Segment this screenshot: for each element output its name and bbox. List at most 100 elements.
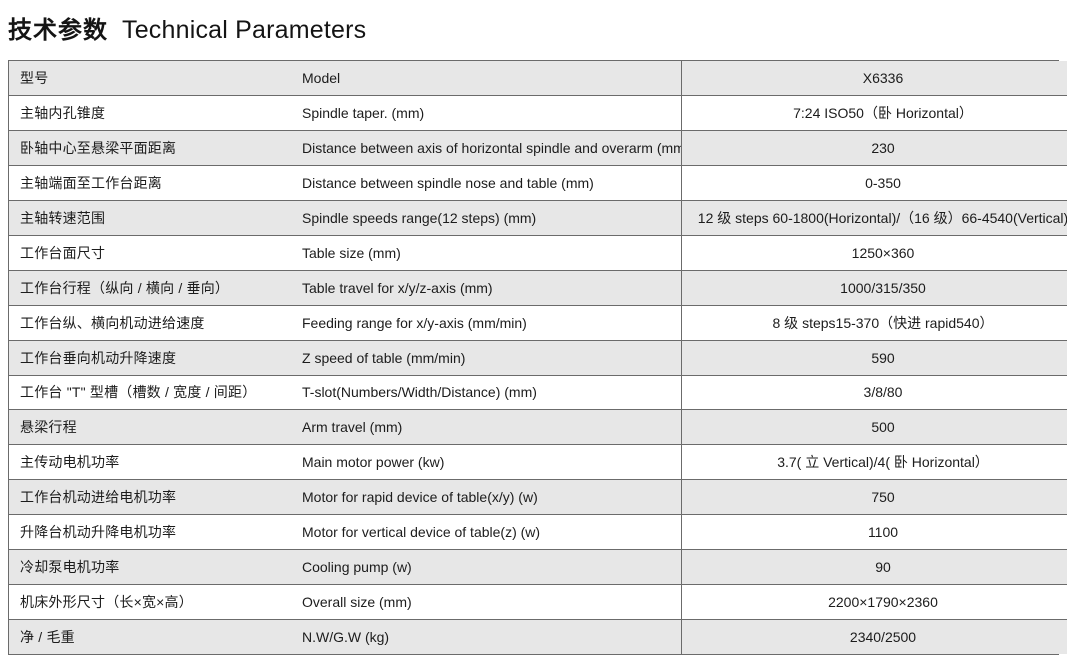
page-title: 技术参数 Technical Parameters [8,10,366,45]
parameter-value: 750 [681,479,1067,516]
parameter-name-cn-text: 升降台机动升降电机功率 [20,523,177,540]
parameter-name-cn-text: 工作台纵、横向机动进给速度 [20,314,205,331]
parameter-name-cn-text: 工作台行程（纵向 / 横向 / 垂向） [20,279,230,296]
parameter-name-en-text: Spindle speeds range(12 steps) (mm) [302,209,537,226]
parameter-value-text: 1000/315/350 [840,279,926,296]
parameter-name-en: Z speed of table (mm/min) [288,339,682,376]
parameter-name-cn-text: 主轴内孔锥度 [20,105,106,122]
parameter-name-en-text: Motor for vertical device of table(z) (w… [302,523,541,540]
parameter-value-text: 12 级 steps 60-1800(Horizontal)/（16 级）66-… [697,209,1067,226]
parameter-value: 500 [681,409,1067,446]
parameter-name-cn: 机床外形尺寸（长×宽×高） [9,583,288,620]
parameter-name-cn: 卧轴中心至悬梁平面距离 [9,130,288,167]
parameter-name-en: Spindle speeds range(12 steps) (mm) [288,200,682,236]
parameter-name-en-text: Distance between axis of horizontal spin… [302,140,681,157]
table-row: 卧轴中心至悬梁平面距离 Distance between axis of hori… [9,130,1067,167]
parameter-name-en: Distance between axis of horizontal spin… [288,130,682,167]
parameter-value-text: X6336 [862,70,904,87]
parameter-value-text: 2200×1790×2360 [828,593,938,610]
table-row: 工作台行程（纵向 / 横向 / 垂向） Table travel for x/y/… [9,269,1067,306]
table-row: 主轴转速范围 Spindle speeds range(12 steps) (mm… [9,200,1067,236]
parameter-name-en: Main motor power (kw) [288,444,682,481]
specifications-table: 型号 Model X6336 主轴内孔锥度 Spindle taper. (mm) 7:2… [9,61,1067,655]
parameter-value-text: 1250×360 [851,244,915,261]
parameter-name-en-text: Main motor power (kw) [302,454,445,471]
parameter-name-cn: 主传动电机功率 [9,444,288,481]
parameter-name-en-text: T-slot(Numbers/Width/Distance) (mm) [302,384,537,401]
parameter-name-cn-text: 悬梁行程 [20,419,77,436]
parameter-name-en-text: Feeding range for x/y-axis (mm/min) [302,314,527,331]
parameter-name-cn: 悬梁行程 [9,409,288,446]
parameter-name-cn: 主轴端面至工作台距离 [9,165,288,202]
parameter-name-en: Spindle taper. (mm) [288,95,682,132]
parameter-value: 90 [681,548,1067,585]
parameter-value: 1250×360 [681,234,1067,271]
parameter-value: 0-350 [681,165,1067,202]
parameter-value-text: 2340/2500 [849,628,917,645]
parameter-value-text: 750 [871,489,895,506]
table-row: 工作台 "T" 型槽（槽数 / 宽度 / 间距） T-slot(Numbers/W… [9,374,1067,411]
page-title-chinese: 技术参数 [8,17,108,44]
parameter-name-en: Motor for rapid device of table(x/y) (w) [288,479,682,516]
parameter-name-cn: 工作台垂向机动升降速度 [9,339,288,376]
parameter-name-en-text: Table travel for x/y/z-axis (mm) [302,279,493,296]
table-row: 主轴端面至工作台距离 Distance between spindle nose … [9,165,1067,202]
parameter-name-cn: 型号 [9,61,288,97]
parameter-name-cn-text: 工作台面尺寸 [20,244,106,261]
parameter-value-text: 500 [871,419,895,436]
parameter-name-en-text: Arm travel (mm) [302,419,403,436]
parameter-value-text: 3.7( 立 Vertical)/4( 卧 Horizontal） [777,454,989,471]
parameter-name-en: Model [288,61,682,97]
parameter-value: 8 级 steps15-370（快进 rapid540） [681,304,1067,341]
parameter-value: 3.7( 立 Vertical)/4( 卧 Horizontal） [681,444,1067,481]
parameter-name-cn-text: 工作台机动进给电机功率 [20,489,177,506]
page-title-english: Technical Parameters [122,16,367,44]
parameter-name-cn: 净 / 毛重 [9,618,288,655]
parameter-name-cn-text: 型号 [20,70,49,87]
parameter-value-text: 3/8/80 [863,384,903,401]
parameter-value: 2340/2500 [681,618,1067,655]
parameter-name-cn: 升降台机动升降电机功率 [9,514,288,550]
parameter-value: 1000/315/350 [681,269,1067,306]
parameter-name-cn: 工作台行程（纵向 / 横向 / 垂向） [9,269,288,306]
parameter-name-en-text: N.W/G.W (kg) [302,628,390,645]
parameter-value: 7:24 ISO50（卧 Horizontal） [681,95,1067,132]
table-row: 冷却泵电机功率 Cooling pump (w) 90 [9,548,1067,585]
parameter-name-cn: 工作台机动进给电机功率 [9,479,288,516]
parameter-name-en-text: Overall size (mm) [302,593,412,610]
parameter-name-cn-text: 冷却泵电机功率 [20,558,120,575]
table-row: 净 / 毛重 N.W/G.W (kg) 2340/2500 [9,618,1067,655]
parameter-name-en-text: Distance between spindle nose and table … [302,175,594,192]
table-row: 主传动电机功率 Main motor power (kw) 3.7( 立 Verti… [9,444,1067,481]
parameter-value-text: 7:24 ISO50（卧 Horizontal） [793,105,973,122]
parameter-name-cn-text: 工作台 "T" 型槽（槽数 / 宽度 / 间距） [20,384,257,401]
parameter-name-cn-text: 净 / 毛重 [20,628,75,645]
parameter-name-en: Feeding range for x/y-axis (mm/min) [288,304,682,341]
parameter-name-en-text: Table size (mm) [302,244,401,261]
parameter-name-en: Overall size (mm) [288,583,682,620]
parameter-name-en-text: Z speed of table (mm/min) [302,349,466,366]
table-row: 升降台机动升降电机功率 Motor for vertical device of … [9,514,1067,550]
parameter-value-text: 1100 [867,523,899,540]
parameter-name-en: Table size (mm) [288,234,682,271]
parameter-value: 2200×1790×2360 [681,583,1067,620]
parameter-name-cn: 主轴转速范围 [9,200,288,236]
parameter-value-text: 90 [875,558,891,575]
table-row: 工作台机动进给电机功率 Motor for rapid device of tab… [9,479,1067,516]
parameter-name-cn: 工作台纵、横向机动进给速度 [9,304,288,341]
table-row: 型号 Model X6336 [9,61,1067,97]
parameter-name-cn-text: 机床外形尺寸（长×宽×高） [20,593,193,610]
parameter-value: X6336 [681,61,1067,97]
parameter-name-cn: 冷却泵电机功率 [9,548,288,585]
parameter-name-cn: 工作台面尺寸 [9,234,288,271]
parameter-name-en: Table travel for x/y/z-axis (mm) [288,269,682,306]
parameter-value: 3/8/80 [681,374,1067,411]
table-row: 主轴内孔锥度 Spindle taper. (mm) 7:24 ISO50（卧 Ho… [9,95,1067,132]
parameter-name-en: Arm travel (mm) [288,409,682,446]
parameter-value: 12 级 steps 60-1800(Horizontal)/（16 级）66-… [681,200,1067,236]
parameter-name-cn-text: 主传动电机功率 [20,454,120,471]
specifications-table-container: 型号 Model X6336 主轴内孔锥度 Spindle taper. (mm) 7:2… [8,60,1067,655]
parameter-name-en-text: Spindle taper. (mm) [302,105,425,122]
parameter-name-en: Motor for vertical device of table(z) (w… [288,514,682,550]
